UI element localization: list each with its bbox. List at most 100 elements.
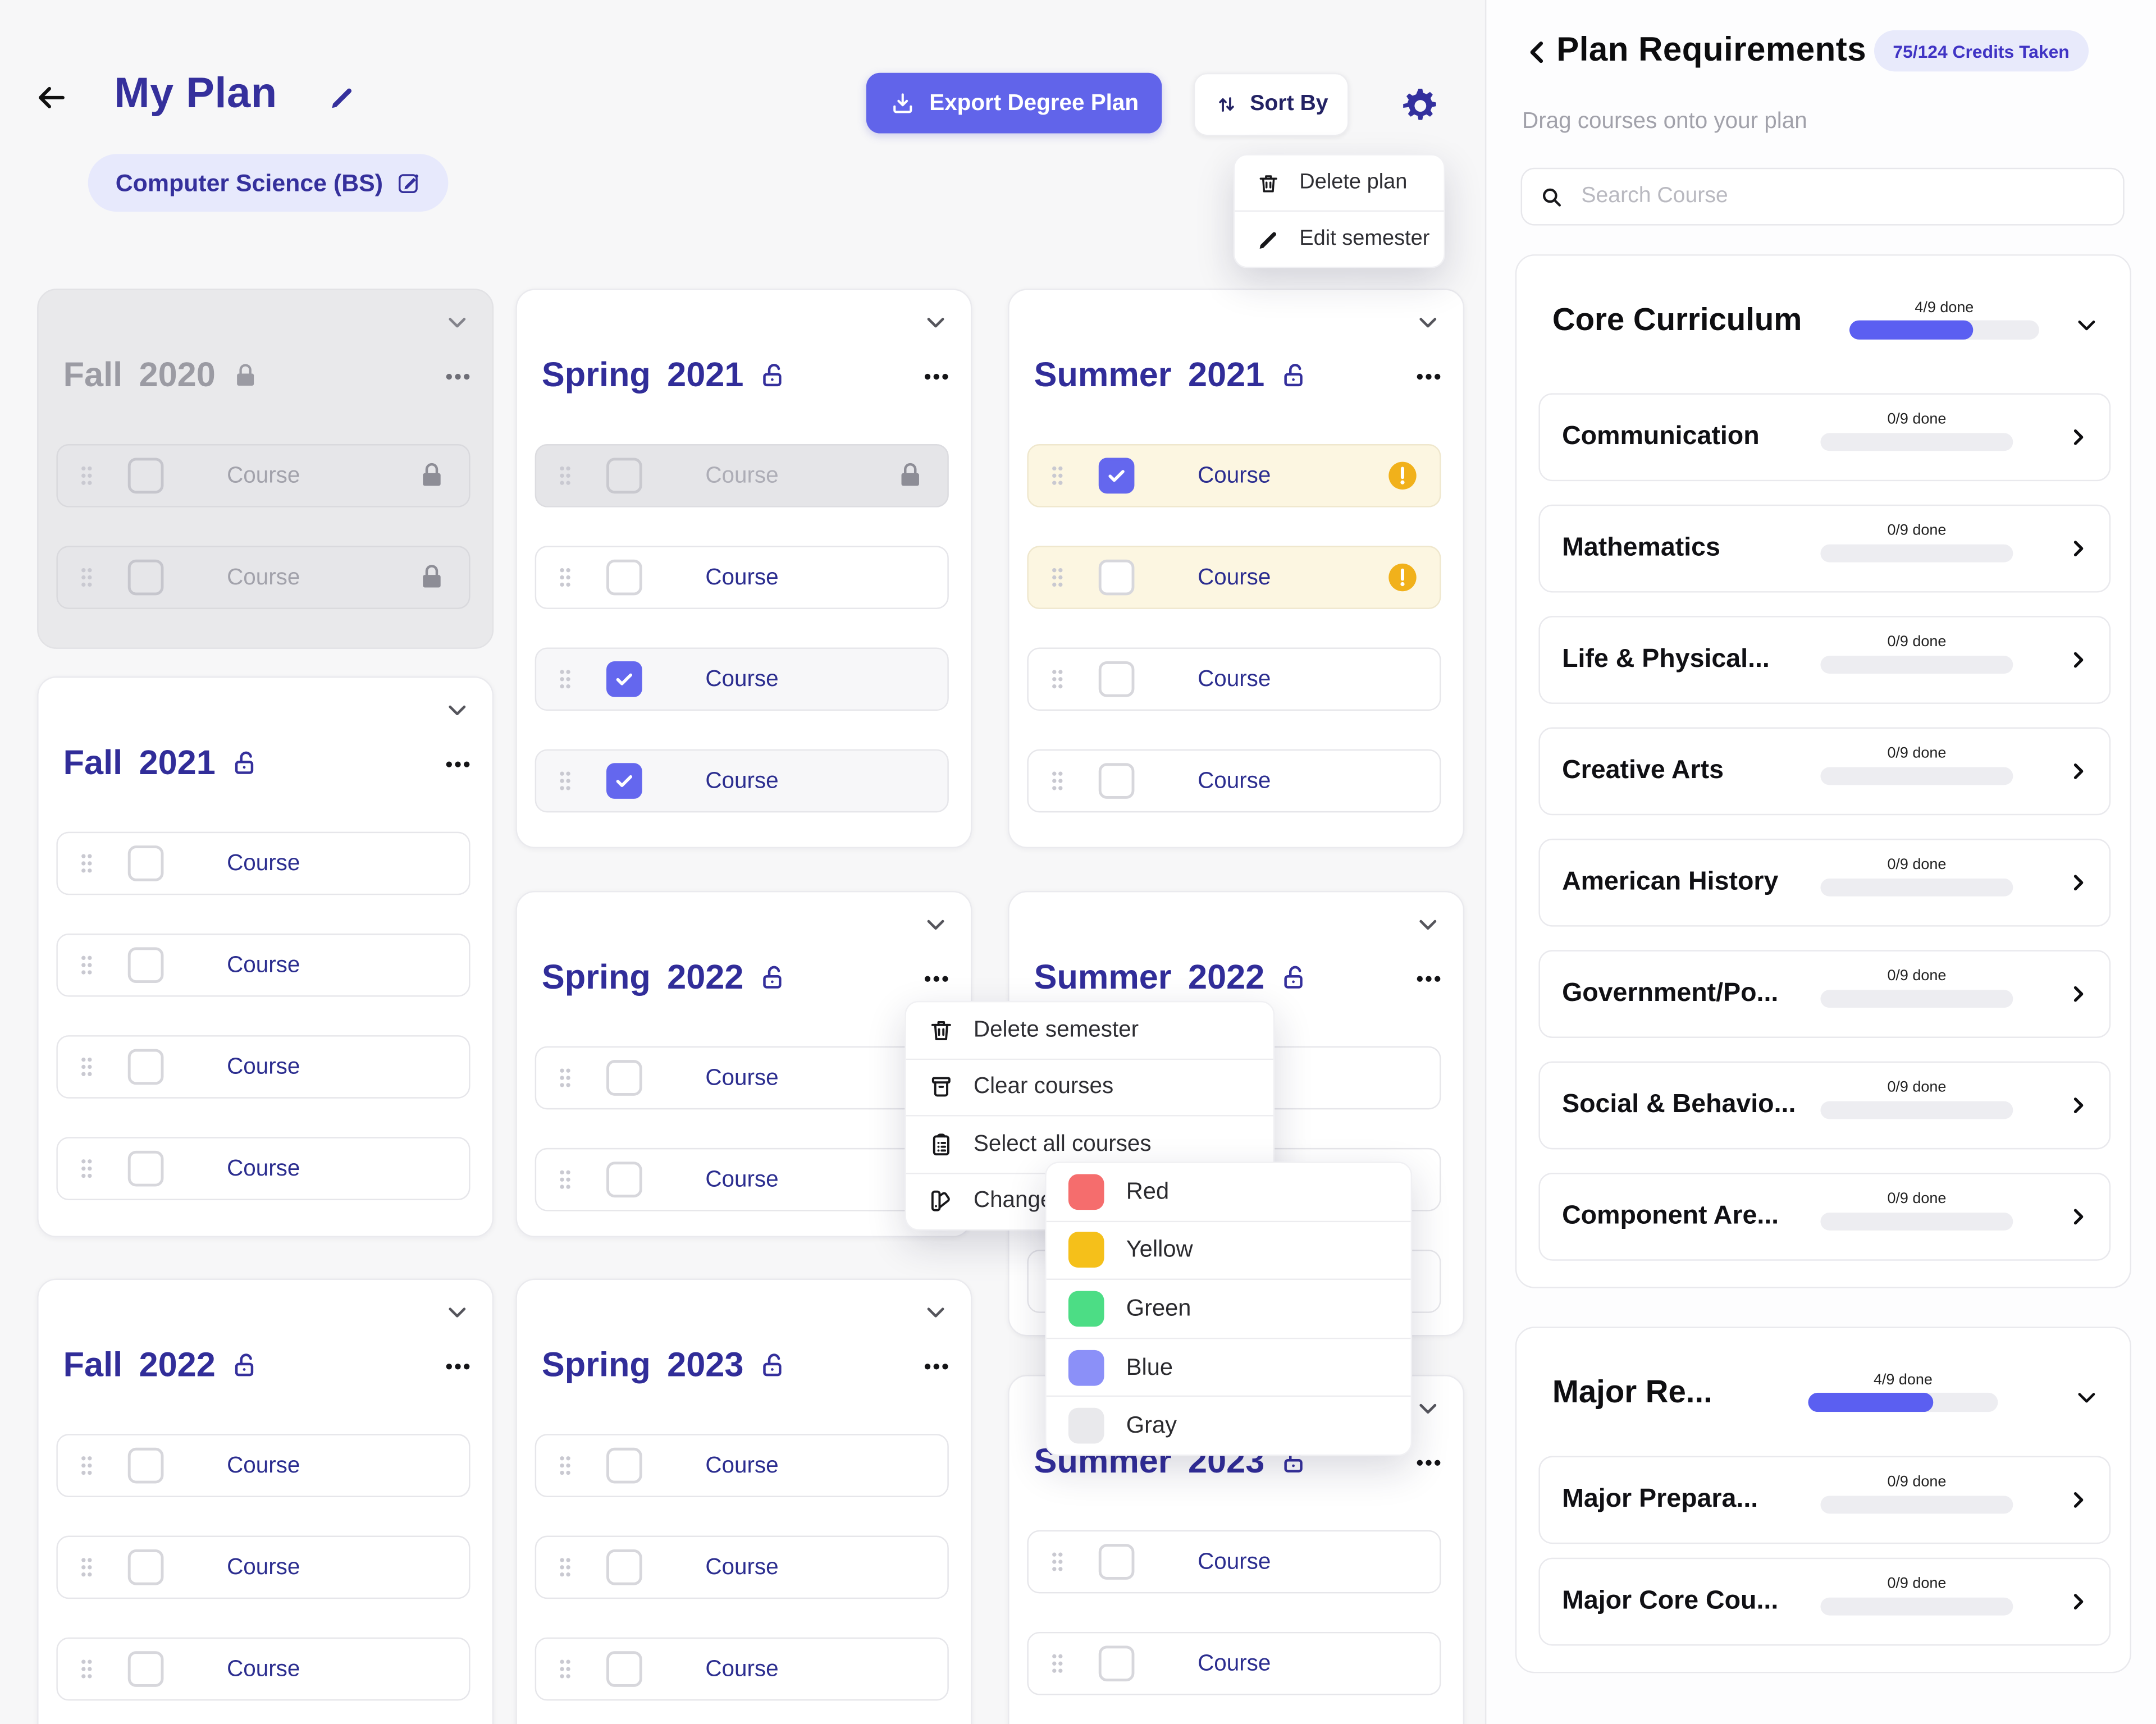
course-row[interactable]: Course [1027,546,1441,609]
drag-handle-icon[interactable] [79,1555,95,1580]
course-checkbox-checked[interactable] [606,661,642,697]
course-checkbox-checked[interactable] [1098,458,1135,494]
unlock-icon[interactable] [231,749,259,778]
drag-handle-icon[interactable] [79,565,95,590]
course-checkbox[interactable] [127,947,164,984]
course-checkbox[interactable] [127,1549,164,1585]
drag-handle-icon[interactable] [557,769,573,793]
course-row[interactable]: Course [1027,1530,1441,1594]
semester-options-icon[interactable] [1414,1447,1444,1478]
course-checkbox[interactable] [606,1060,642,1096]
semester-options-icon[interactable] [921,963,952,994]
course-row[interactable]: Course [535,1637,949,1701]
delete-semester-menu-item[interactable]: Delete semester [906,1002,1273,1058]
course-checkbox[interactable] [127,845,164,881]
semester-options-icon[interactable] [443,361,473,391]
course-checkbox[interactable] [606,559,642,596]
semester-options-icon[interactable] [443,748,473,779]
course-row[interactable]: Course [56,831,471,895]
collapse-chevron-icon[interactable] [444,697,471,724]
collapse-chevron-icon[interactable] [1415,1396,1441,1422]
requirement-item-government[interactable]: Government/Po... 0/9 done [1538,950,2111,1038]
color-option-blue[interactable]: Blue [1046,1338,1411,1396]
course-checkbox[interactable] [127,559,164,596]
collapse-chevron-icon[interactable] [444,309,471,336]
course-checkbox[interactable] [127,1447,164,1484]
requirement-item-life-physical[interactable]: Life & Physical... 0/9 done [1538,616,2111,704]
requirement-item-communication[interactable]: Communication 0/9 done [1538,393,2111,482]
section-collapse-chevron-icon[interactable] [2073,1384,2100,1411]
collapse-chevron-icon[interactable] [1415,912,1441,938]
course-row[interactable]: Course [56,444,471,507]
course-row[interactable]: Course [56,1035,471,1099]
settings-gear-icon[interactable] [1400,85,1441,126]
drag-handle-icon[interactable] [79,851,95,876]
course-checkbox[interactable] [127,458,164,494]
course-checkbox[interactable] [606,1447,642,1484]
edit-title-pencil-icon[interactable] [328,84,356,111]
course-row[interactable]: Course [56,933,471,997]
export-degree-plan-button[interactable]: Export Degree Plan [866,72,1162,134]
requirement-item-american-history[interactable]: American History 0/9 done [1538,838,2111,927]
collapse-chevron-icon[interactable] [922,1299,949,1325]
course-row[interactable]: Course [1027,647,1441,711]
drag-handle-icon[interactable] [557,1453,573,1478]
course-row[interactable]: Course [1027,749,1441,813]
course-checkbox[interactable] [127,1049,164,1085]
unlock-icon[interactable] [759,362,787,390]
unlock-icon[interactable] [1280,964,1308,993]
course-checkbox[interactable] [127,1150,164,1187]
course-checkbox[interactable] [1098,1645,1135,1682]
course-checkbox[interactable] [606,1161,642,1198]
semester-options-icon[interactable] [1414,361,1444,391]
requirement-item-creative-arts[interactable]: Creative Arts 0/9 done [1538,727,2111,816]
drag-handle-icon[interactable] [79,953,95,977]
section-collapse-chevron-icon[interactable] [2073,312,2100,339]
course-checkbox[interactable] [606,1549,642,1585]
drag-handle-icon[interactable] [1049,667,1066,692]
edit-semester-menu-item[interactable]: Edit semester [1235,212,1444,267]
course-row[interactable]: Course [56,1535,471,1599]
program-chip[interactable]: Computer Science (BS) [88,154,449,212]
color-option-green[interactable]: Green [1046,1280,1411,1338]
collapse-chevron-icon[interactable] [922,309,949,336]
course-row[interactable]: Course [535,1535,949,1599]
course-row[interactable]: Course [535,647,949,711]
semester-options-icon[interactable] [921,1351,952,1381]
search-input[interactable] [1578,182,2107,211]
back-arrow-icon[interactable] [33,80,69,116]
sort-by-button[interactable]: Sort By [1193,72,1349,136]
drag-handle-icon[interactable] [557,667,573,692]
course-checkbox[interactable] [606,1651,642,1687]
course-checkbox[interactable] [1098,763,1135,799]
drag-handle-icon[interactable] [557,1167,573,1192]
drag-handle-icon[interactable] [79,1156,95,1181]
drag-handle-icon[interactable] [79,1054,95,1079]
clear-courses-menu-item[interactable]: Clear courses [906,1059,1273,1115]
collapse-chevron-icon[interactable] [444,1299,471,1325]
drag-handle-icon[interactable] [1049,565,1066,590]
requirement-item-major-preparation[interactable]: Major Prepara... 0/9 done [1538,1456,2111,1544]
course-row[interactable]: Course [56,1637,471,1701]
course-row[interactable]: Course [535,1046,949,1110]
drag-handle-icon[interactable] [1049,1651,1066,1676]
drag-handle-icon[interactable] [557,463,573,488]
collapse-chevron-icon[interactable] [922,912,949,938]
drag-handle-icon[interactable] [557,1066,573,1090]
course-row[interactable]: Course [535,444,949,507]
course-checkbox[interactable] [1098,559,1135,596]
collapse-chevron-icon[interactable] [1415,309,1441,336]
semester-options-icon[interactable] [921,361,952,391]
course-row[interactable]: Course [535,749,949,813]
course-row[interactable]: Course [56,546,471,609]
course-row[interactable]: Course [56,1137,471,1200]
drag-handle-icon[interactable] [557,1657,573,1681]
delete-plan-menu-item[interactable]: Delete plan [1235,155,1444,211]
course-checkbox[interactable] [1098,661,1135,697]
course-row[interactable]: Course [535,546,949,609]
drag-handle-icon[interactable] [79,463,95,488]
course-row[interactable]: Course [56,1434,471,1497]
drag-handle-icon[interactable] [79,1453,95,1478]
drag-handle-icon[interactable] [557,565,573,590]
course-checkbox[interactable] [606,458,642,494]
